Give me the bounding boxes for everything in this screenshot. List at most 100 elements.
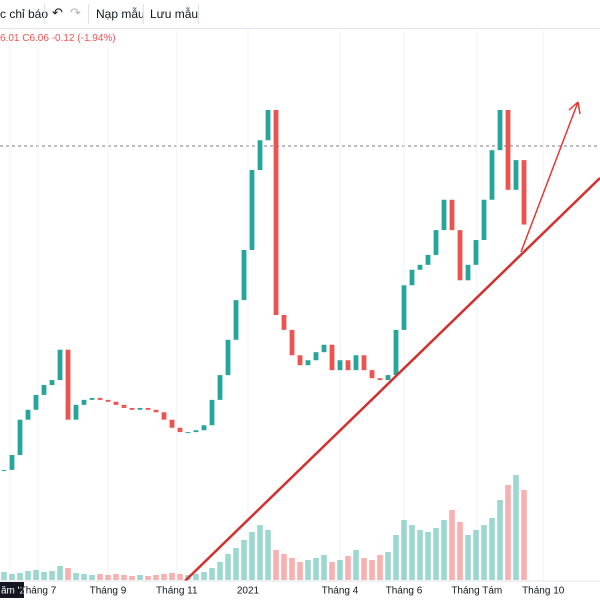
x-tick-label: Tháng 4 [322, 586, 359, 597]
volume-bar [177, 574, 183, 580]
volume-bar [273, 550, 279, 580]
candle [505, 109, 511, 190]
volume-bar [193, 574, 199, 580]
candle [209, 399, 215, 426]
volume-bar [129, 576, 135, 580]
candle [377, 378, 383, 381]
change-value: -0.12 (-1.94%) [51, 33, 116, 44]
candle [89, 398, 95, 400]
candle [257, 140, 263, 171]
candle [393, 329, 399, 376]
load-template-button[interactable]: Nạp mẫu [96, 7, 145, 21]
x-tick-label: ăm '20 [1, 586, 31, 597]
candle [177, 427, 183, 433]
candle [33, 394, 39, 410]
candle [265, 109, 271, 141]
ohlc-legend: 6.01 C6.06 -0.12 (-1.94%) [0, 33, 116, 44]
candle [321, 344, 327, 353]
volume-bar [289, 558, 295, 580]
close-value: C6.06 [22, 33, 49, 44]
volume-bar [489, 518, 495, 580]
volume-bar [121, 575, 127, 580]
candle [433, 230, 439, 255]
volume-bar [361, 558, 367, 580]
volume-bar [329, 562, 335, 580]
candle [185, 432, 191, 434]
volume-bar [353, 550, 359, 580]
redo-button[interactable]: ↷ [70, 5, 81, 20]
arrow-line [520, 101, 579, 253]
candle [497, 109, 503, 151]
candle [417, 264, 423, 270]
x-tick-label: Tháng 11 [156, 586, 198, 597]
x-tick-label: Tháng 6 [386, 586, 423, 597]
volume-bar [521, 490, 527, 580]
volume-bar [393, 535, 399, 580]
volume-bar [449, 510, 455, 580]
volume-bar [249, 532, 255, 580]
candle [169, 419, 175, 428]
volume-bar [217, 562, 223, 580]
candle [353, 355, 359, 371]
candle [193, 430, 199, 433]
candle [313, 352, 319, 361]
volume-bar [89, 575, 95, 580]
save-template-button[interactable]: Lưu mẫu [150, 7, 199, 21]
volume-bar [65, 568, 71, 580]
candle [441, 199, 447, 231]
volume-bar [241, 540, 247, 580]
candle [57, 349, 63, 381]
candle [489, 150, 495, 200]
volume-bar [225, 554, 231, 580]
volume-bar [457, 522, 463, 580]
candle [473, 240, 479, 265]
candle [153, 409, 159, 413]
toolbar: c chỉ báo ↶ ↷ Nạp mẫu Lưu mẫu [0, 0, 600, 29]
x-tick-label: Tháng 7 [20, 586, 57, 597]
x-tick-label: Tháng 9 [90, 586, 127, 597]
candle [97, 398, 103, 400]
candle [369, 370, 375, 379]
volume-bar [9, 574, 15, 580]
volume-bar [41, 572, 47, 580]
volume-bar [425, 532, 431, 580]
candle [65, 349, 71, 420]
volume-bar [305, 560, 311, 580]
volume-bar [505, 485, 511, 580]
volume-bar [33, 570, 39, 580]
x-tick-label: Tháng 10 [522, 586, 565, 597]
volume-bar [153, 575, 159, 580]
candle [137, 407, 143, 410]
candle [41, 385, 47, 395]
candle [1, 469, 7, 471]
separator [198, 4, 199, 24]
candle [233, 300, 239, 340]
undo-button[interactable]: ↶ [52, 5, 63, 20]
candle [217, 375, 223, 400]
candle [121, 404, 127, 408]
open-value: 6.01 [0, 33, 20, 44]
indicators-button[interactable]: c chỉ báo [0, 7, 49, 21]
volume-bar [433, 528, 439, 580]
volume-bar [25, 571, 31, 580]
candle [409, 269, 415, 286]
candle [521, 160, 527, 225]
volume-bar [401, 520, 407, 580]
candle [281, 315, 287, 330]
candle [337, 360, 343, 371]
volume-bar [321, 555, 327, 580]
candle [129, 407, 135, 410]
volume-bar [81, 574, 87, 580]
volume-bar [97, 574, 103, 580]
x-tick-label: 2021 [237, 586, 260, 597]
volume-bar [441, 520, 447, 580]
volume-bar [465, 535, 471, 580]
volume-bar [345, 556, 351, 580]
volume-bar [313, 558, 319, 580]
volume-bar [385, 552, 391, 580]
arrow-head [568, 101, 581, 115]
candle [401, 285, 407, 330]
volume-bar [337, 560, 343, 580]
candle [289, 329, 295, 356]
